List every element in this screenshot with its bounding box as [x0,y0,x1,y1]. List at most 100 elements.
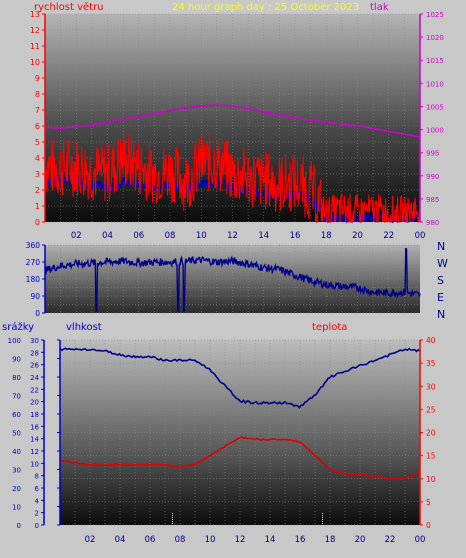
wind-direction-ticks: 0 90 180 270 360 [26,241,45,318]
x-tick-label: 22 [385,535,396,545]
pressure-tick-label: 980 [426,219,439,227]
temperature-tick-label: 30 [426,382,436,391]
temperature-tick-label: 40 [426,336,436,345]
temperature-ticks: 0 5 10 15 20 25 30 35 40 [420,336,436,530]
wind-speed-tick-label: 7 [35,106,40,115]
humidity-tick-label: 60 [12,411,21,419]
temperature-line [59,435,421,481]
direction-label-n-bottom: N [437,308,445,321]
pressure-tick-label: 985 [426,196,439,204]
temperature-tick-label: 15 [426,452,436,461]
x-tick-label: 06 [133,231,144,241]
wind-speed-tick-label: 11 [30,42,40,51]
x-tick-label: 04 [115,535,126,545]
x-tick-label: 10 [205,535,216,545]
x-tick-label: 02 [85,535,96,545]
direction-label-w: W [437,257,448,270]
pressure-tick-label: 1025 [426,11,444,19]
wind-speed-tick-label: 2 [35,186,40,195]
wind-direction-tick-label: 270 [26,258,41,267]
x-tick-label: 16 [295,535,306,545]
wind-speed-tick-label: 6 [35,122,40,131]
pressure-tick-label: 1005 [426,103,444,111]
wind-direction-grid [45,244,420,314]
x-tick-label: 08 [165,231,176,241]
pressure-tick-label: 990 [426,173,439,181]
x-tick-label: 16 [290,231,301,241]
wind-speed-tick-label: 0 [35,218,40,227]
rain-tick-label: 18 [30,411,39,419]
wind-speed-tick-label: 12 [30,26,40,35]
x-tick-label: 18 [325,535,336,545]
rain-tick-label: 30 [30,337,39,345]
x-tick-label: 04 [102,231,113,241]
pressure-tick-label: 1010 [426,80,444,88]
humidity-tick-label: 10 [12,504,21,512]
rain-tick-label: 2 [35,510,39,518]
x-tick-label: 00 [415,231,426,241]
x-tick-label: 20 [352,231,363,241]
pressure-tick-label: 1020 [426,34,444,42]
x-tick-label: 22 [383,231,394,241]
wind-speed-tick-label: 1 [35,202,40,211]
humidity-tick-label: 100 [8,337,21,345]
wind-speed-tick-label: 5 [35,138,40,147]
rain-tick-label: 6 [35,485,40,493]
wind-speed-tick-label: 3 [35,170,40,179]
wind-direction-tick-label: 180 [26,275,41,284]
rain-tick-label: 20 [30,399,39,407]
wind-speed-line [44,132,421,224]
rain-tick-label: 28 [30,349,39,357]
temperature-label: teplota [312,322,347,333]
wind-pressure-marks [44,104,421,224]
pressure-label: tlak [370,2,389,13]
rain-tick-label: 10 [30,460,39,468]
humidity-tick-label: 40 [12,448,21,456]
wind-direction-marks [44,248,421,312]
wind-speed-label: rychlost větru [34,1,104,13]
rain-tick-label: 14 [30,436,39,444]
pressure-tick-label: 1000 [426,127,444,135]
humidity-temperature-marks [59,347,421,525]
temperature-tick-label: 10 [426,475,436,484]
rain-tick-label: 26 [30,362,39,370]
humidity-tick-label: 50 [12,430,21,438]
pressure-tick-label: 995 [426,150,439,158]
rain-tick-label: 4 [35,497,40,505]
humidity-tick-label: 80 [12,374,21,382]
temperature-tick-label: 0 [426,521,431,530]
x-tick-label: 20 [355,535,366,545]
humidity-label: vlhkost [66,322,102,333]
pressure-line [44,104,421,138]
humidity-tick-label: 30 [12,467,21,475]
humidity-line [59,347,421,409]
rain-tick-label: 24 [30,374,39,382]
wind-direction-tick-label: 0 [35,309,40,318]
graph-title: 24 hour graph day : 25 October 2023 [172,2,359,13]
x-tick-label: 18 [321,231,332,241]
temperature-tick-label: 5 [426,498,431,507]
humidity-tick-label: 20 [12,485,21,493]
temperature-tick-label: 25 [426,405,436,414]
rain-tick-label: 8 [35,473,39,481]
x-tick-label: 14 [265,535,276,545]
temperature-tick-label: 20 [426,429,436,438]
x-tick-label: 08 [175,535,186,545]
wind-speed-tick-label: 8 [35,90,40,99]
x-axis-ticks-bottom: 02 04 06 08 10 12 14 16 18 20 22 00 [85,535,426,545]
x-tick-label: 06 [145,535,156,545]
x-tick-label: 12 [235,535,246,545]
x-tick-label: 14 [258,231,269,241]
direction-label-s: S [437,274,444,287]
x-tick-label: 02 [71,231,82,241]
wind-direction-tick-label: 360 [26,241,41,250]
humidity-tick-label: 0 [17,522,21,530]
x-axis-ticks-top: 02 04 06 08 10 12 14 16 18 20 22 00 [71,231,426,241]
rain-tick-label: 22 [30,386,39,394]
pressure-tick-label: 1015 [426,57,444,65]
